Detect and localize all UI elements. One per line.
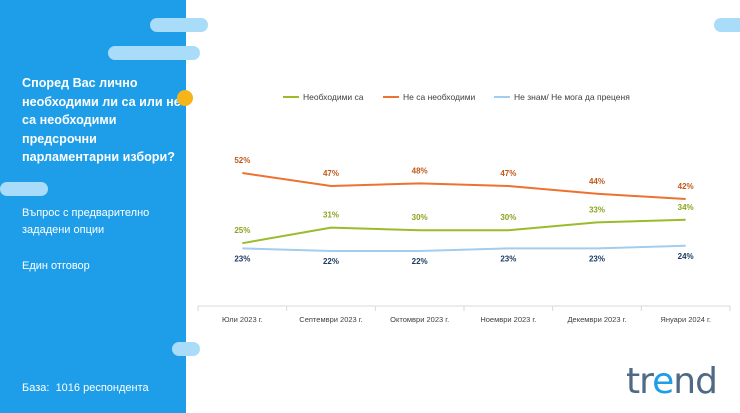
answer-type: Един отговор [22,260,90,272]
data-label-1-0: 52% [234,156,250,165]
data-label-2-3: 23% [500,254,516,263]
data-label-2-0: 23% [234,254,250,263]
series-lines [242,172,686,252]
series-line-2 [242,244,686,252]
decor-pill-right [714,18,740,32]
data-label-2-4: 23% [589,254,605,263]
data-label-1-2: 48% [412,166,428,175]
decor-pill-middle [0,182,48,196]
x-tick-label: Юли 2023 г. [222,315,263,324]
decor-pill-upper [108,46,200,60]
legend-label-1: Не са необходими [403,92,476,102]
base-label: База: [22,382,50,394]
data-label-0-0: 25% [234,226,250,235]
decor-pill-top [150,18,208,32]
sample-base: База: 1016 респондента [22,380,149,397]
x-tick-label: Септември 2023 г. [299,315,362,324]
trend-logo: trend [626,361,718,402]
data-label-1-4: 44% [589,177,605,186]
data-label-2-5: 24% [678,252,694,261]
legend-label-0: Необходими са [303,92,364,102]
series-line-1 [242,172,686,200]
data-label-0-2: 30% [412,213,428,222]
question-note: Въпрос с предварително зададени опции [22,207,150,236]
x-axis-ticks [197,306,731,311]
decor-pill-bottom [172,342,200,356]
data-label-2-1: 22% [323,257,339,266]
series-line-0 [242,218,686,245]
x-axis-labels: Юли 2023 г. Септември 2023 г. Октомври 202… [222,315,711,324]
decor-dot [177,90,193,106]
base-value: 1016 респондента [55,382,149,394]
data-label-1-5: 42% [678,182,694,191]
data-label-0-4: 33% [589,205,605,214]
data-label-0-1: 31% [323,211,339,220]
chart-legend: Необходими са Не са необходими Не знам/ Не… [283,92,630,102]
x-tick-label: Октомври 2023 г. [390,315,449,324]
sidebar: Според Вас лично необходими ли са или не… [0,0,186,413]
data-label-0-5: 34% [678,203,694,212]
x-tick-label: Ноември 2023 г. [480,315,536,324]
survey-question: Според Вас лично необходими ли са или не… [22,76,181,165]
x-tick-label: Декември 2023 г. [567,315,626,324]
data-labels: 25% 31% 30% 30% 33% 34% 52% 47% 48% 47% 44% 42% 23% 2… [234,156,693,266]
legend-label-2: Не знам/ Не мога да преценя [514,92,630,102]
data-label-0-3: 30% [500,213,516,222]
data-label-1-3: 47% [500,169,516,178]
x-tick-label: Януари 2024 г. [660,315,711,324]
data-label-1-1: 47% [323,169,339,178]
data-label-2-2: 22% [412,257,428,266]
